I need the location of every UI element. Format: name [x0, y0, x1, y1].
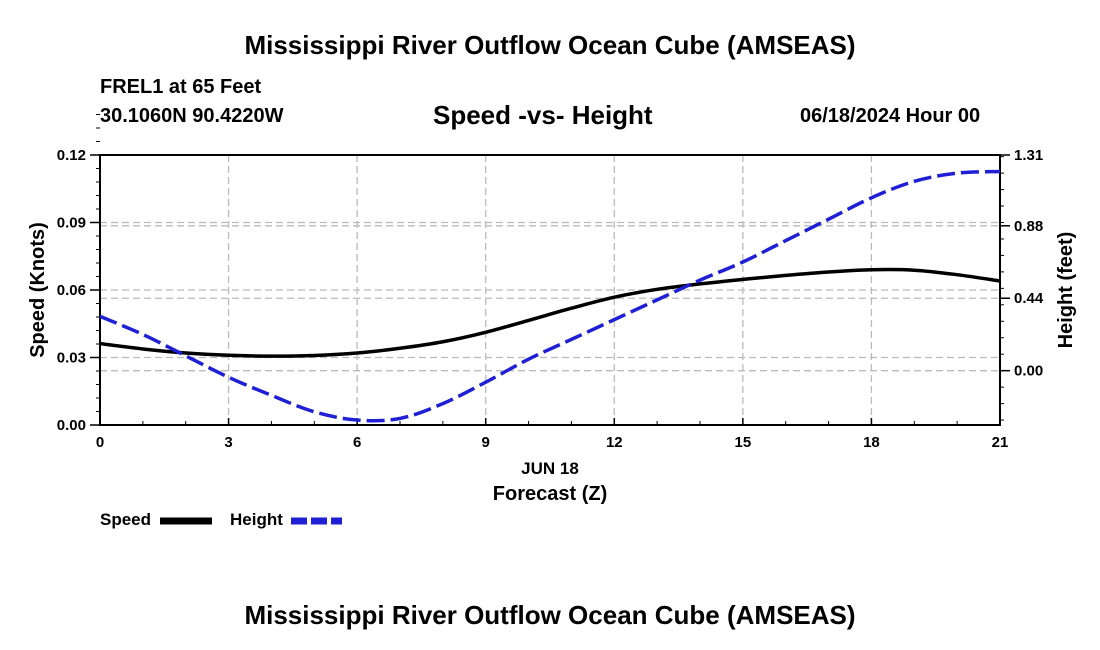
y-tick-label: 0.09 [57, 215, 86, 232]
series-speed-line [99, 267, 1001, 358]
series-height-line [99, 169, 1001, 423]
coordinates-label: 30.1060N 90.4220W [100, 105, 284, 127]
x-tick-label: 18 [863, 434, 880, 451]
y2-tick-label: 1.31 [1014, 147, 1043, 164]
y-tick-label: 0.06 [57, 282, 86, 299]
x-tick-label: 3 [224, 434, 232, 451]
y-tick-label: 0.12 [57, 147, 86, 164]
x-tick-label: 12 [606, 434, 623, 451]
legend-speed-label: Speed [100, 510, 151, 529]
y2-tick-label: 0.88 [1014, 218, 1043, 235]
y-tick-label: 0.03 [57, 350, 86, 367]
legend-height-label: Height [230, 510, 283, 529]
y2-tick-label: 0.44 [1014, 290, 1044, 307]
chart-subtitle: Speed -vs- Height [433, 100, 653, 130]
forecast-datetime: 06/18/2024 Hour 00 [800, 105, 981, 127]
x-tick-label: 0 [96, 434, 104, 451]
footer-title: Mississippi River Outflow Ocean Cube (AM… [244, 600, 856, 630]
station-label: FREL1 at 65 Feet [100, 76, 262, 98]
x-tick-label: 9 [482, 434, 490, 451]
axis-ticks: 0 3 6 9 12 15 18 21 0.00 0.03 0.06 0.09 0.12 0.00 0.44… [57, 114, 1044, 451]
grid [100, 154, 1000, 425]
x-date-label: JUN 18 [521, 459, 579, 478]
main-title: Mississippi River Outflow Ocean Cube (AM… [244, 30, 856, 60]
legend: Speed Height [100, 510, 342, 529]
x-tick-label: 21 [992, 434, 1009, 451]
x-tick-label: 6 [353, 434, 361, 451]
y-axis-title: Speed (Knots) [27, 222, 49, 358]
y2-tick-label: 0.00 [1014, 363, 1043, 380]
y2-axis-title: Height (feet) [1055, 232, 1077, 349]
x-tick-label: 15 [735, 434, 752, 451]
x-axis-title: Forecast (Z) [493, 483, 607, 505]
y-tick-label: 0.00 [57, 417, 86, 434]
series-lines [99, 169, 1001, 423]
